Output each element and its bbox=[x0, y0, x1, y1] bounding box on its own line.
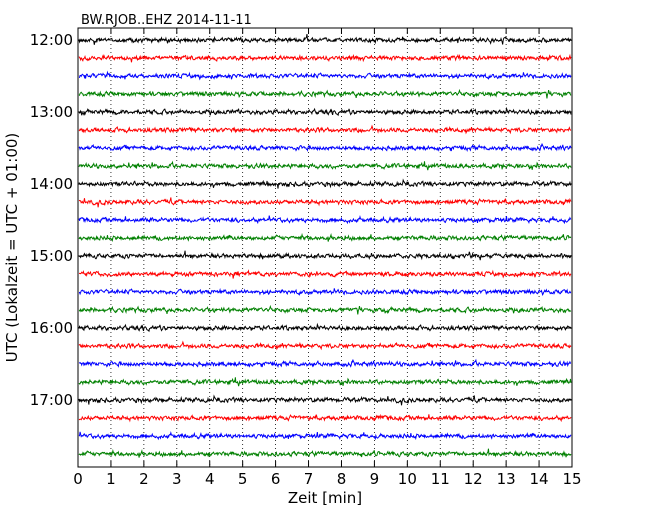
trace-1645 bbox=[78, 377, 572, 387]
y-tick-label: 12:00 bbox=[30, 31, 73, 49]
trace-1430 bbox=[78, 214, 572, 225]
trace-1215 bbox=[78, 53, 572, 63]
y-tick-label: 13:00 bbox=[30, 103, 73, 121]
trace-1345 bbox=[78, 160, 572, 171]
x-tick-label: 4 bbox=[205, 470, 215, 488]
trace-1615 bbox=[78, 340, 572, 351]
trace-1700 bbox=[78, 394, 572, 406]
trace-1300 bbox=[78, 106, 572, 117]
x-tick-label: 10 bbox=[398, 470, 417, 488]
trace-1200 bbox=[78, 33, 572, 45]
trace-1745 bbox=[78, 448, 572, 458]
y-tick-label: 16:00 bbox=[30, 319, 73, 337]
x-tick-label: 1 bbox=[106, 470, 116, 488]
y-tick-label: 14:00 bbox=[30, 175, 73, 193]
x-tick-label: 12 bbox=[464, 470, 483, 488]
trace-1415 bbox=[78, 197, 572, 208]
seismogram-traces bbox=[78, 33, 572, 458]
y-axis-label: UTC (Lokalzeit = UTC + 01:00) bbox=[3, 133, 21, 363]
x-tick-label: 3 bbox=[172, 470, 182, 488]
trace-1500 bbox=[78, 250, 572, 261]
trace-1630 bbox=[78, 358, 572, 368]
y-axis-ticks: 12:00 13:00 14:00 15:00 16:00 17:00 bbox=[30, 31, 572, 409]
trace-1245 bbox=[78, 88, 572, 99]
trace-1515 bbox=[78, 269, 572, 279]
y-tick-label: 15:00 bbox=[30, 247, 73, 265]
plot-frame bbox=[77, 27, 573, 468]
x-tick-label: 8 bbox=[337, 470, 347, 488]
x-tick-label: 11 bbox=[431, 470, 450, 488]
y-tick-label: 17:00 bbox=[30, 391, 73, 409]
x-axis-ticks: 0 1 2 3 4 5 6 7 8 9 10 11 12 13 14 15 bbox=[73, 28, 582, 488]
x-tick-label: 2 bbox=[139, 470, 149, 488]
trace-1545 bbox=[78, 304, 572, 315]
x-tick-label: 13 bbox=[497, 470, 516, 488]
x-tick-label: 14 bbox=[530, 470, 549, 488]
x-tick-label: 6 bbox=[271, 470, 281, 488]
chart-title: BW.RJOB..EHZ 2014-11-11 bbox=[81, 13, 252, 28]
trace-1730 bbox=[78, 431, 572, 441]
x-tick-label: 0 bbox=[73, 470, 83, 488]
trace-1400 bbox=[78, 178, 572, 189]
trace-1330 bbox=[78, 143, 572, 152]
x-tick-label: 15 bbox=[562, 470, 581, 488]
trace-1230 bbox=[78, 70, 572, 81]
x-tick-label: 5 bbox=[238, 470, 248, 488]
trace-1315 bbox=[78, 124, 572, 135]
x-axis-label: Zeit [min] bbox=[288, 489, 362, 507]
trace-1600 bbox=[78, 322, 572, 333]
x-tick-label: 7 bbox=[304, 470, 314, 488]
trace-1530 bbox=[78, 287, 572, 297]
trace-1445 bbox=[78, 232, 572, 243]
x-tick-label: 9 bbox=[370, 470, 380, 488]
trace-1715 bbox=[78, 413, 572, 423]
